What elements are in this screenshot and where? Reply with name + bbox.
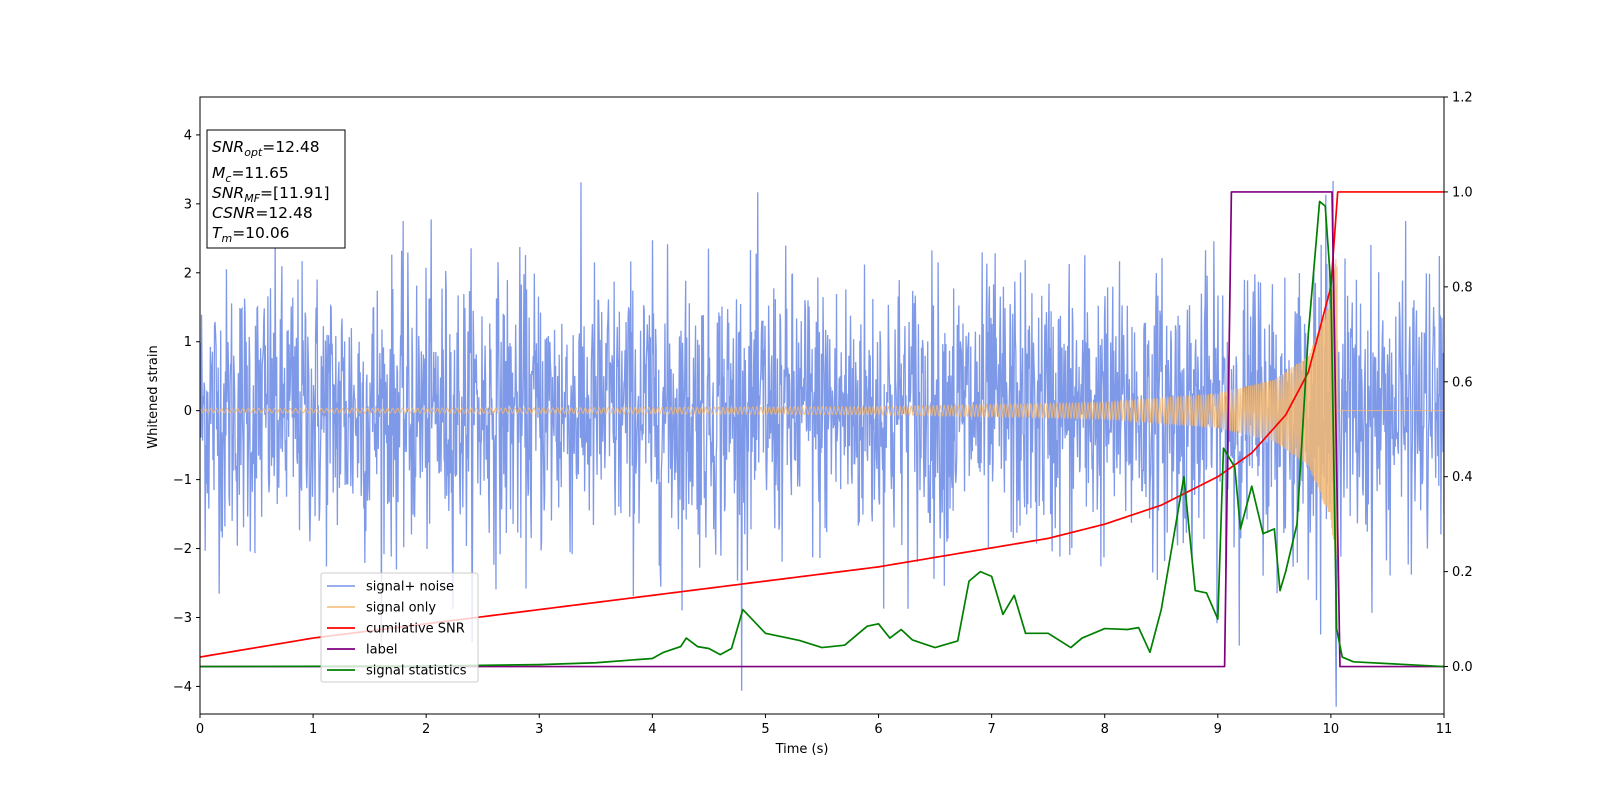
x-tick-label: 6 (874, 722, 882, 737)
y-tick-label: −2 (173, 542, 192, 557)
y2-tick-label: 0.8 (1452, 280, 1473, 295)
y-tick-label: 3 (184, 197, 192, 212)
y-axis-label: Whitened strain (146, 345, 161, 448)
y2-tick-label: 1.0 (1452, 185, 1473, 200)
y2-tick-label: 0.6 (1452, 375, 1473, 390)
x-tick-label: 2 (422, 722, 430, 737)
plot-frame (199, 96, 1445, 715)
annotation-snr-mf: SNRMF=[11.91] (212, 184, 330, 205)
y2-tick-label: 0.2 (1452, 565, 1473, 580)
annotation-snr-opt: SNRopt=12.48 (212, 138, 320, 159)
plot-area (200, 181, 1444, 707)
legend-label: label (366, 643, 397, 658)
series-line-signal-noise (200, 181, 1444, 707)
y-tick-label: −4 (173, 680, 192, 695)
legend-label: signal statistics (366, 664, 467, 679)
annotation-csnr: CSNR=12.48 (212, 204, 313, 222)
series-line-signal-only (200, 258, 1444, 560)
x-tick-label: 5 (761, 722, 769, 737)
x-tick-label: 3 (535, 722, 543, 737)
legend-entry-signal-only: signal only (327, 601, 436, 616)
x-tick-label: 10 (1323, 722, 1340, 737)
series-line-cumulative-snr (200, 191, 1444, 658)
x-axis-label: Time (s) (775, 742, 829, 757)
y2-tick-label: 1.2 (1452, 91, 1473, 106)
legend-label: signal+ noise (366, 580, 454, 595)
series-line-label (200, 191, 1444, 668)
x-tick-label: 0 (196, 722, 204, 737)
y-tick-label: −3 (173, 611, 192, 626)
x-tick-label: 8 (1101, 722, 1109, 737)
annotation-frame (206, 129, 346, 249)
legend-entry-label: label (327, 643, 397, 658)
legend-entry-cumulative-snr: cumilative SNR (327, 622, 465, 637)
annotation-mc: Mc=11.65 (212, 164, 289, 185)
y-tick-label: 4 (184, 128, 192, 143)
y-tick-label: 0 (184, 404, 192, 419)
stats-annotation: SNRopt=12.48 Mc=11.65 SNRMF=[11.91] CSNR… (206, 129, 346, 249)
x-tick-label: 9 (1214, 722, 1222, 737)
legend-entry-signal-statistics: signal statistics (327, 664, 467, 679)
x-tick-label: 1 (309, 722, 317, 737)
legend-label: cumilative SNR (366, 622, 465, 637)
axes: 0 1 2 3 4 5 6 7 8 9 10 11 −4 −3 −2 −1 0 1 2 3 4 0.0 0.2 0.4 0.6 0… (173, 91, 1473, 738)
x-tick-label: 4 (648, 722, 656, 737)
legend-entry-signal-noise: signal+ noise (327, 580, 454, 595)
y2-tick-label: 0.4 (1452, 470, 1473, 485)
y-tick-label: −1 (173, 473, 192, 488)
y2-tick-label: 0.0 (1452, 660, 1473, 675)
legend: signal+ noise signal only cumilative SNR la… (320, 572, 479, 683)
annotation-tm: Tm=10.06 (212, 224, 290, 245)
x-tick-label: 7 (987, 722, 995, 737)
y-tick-label: 1 (184, 335, 192, 350)
x-tick-label: 11 (1436, 722, 1453, 737)
legend-frame (320, 572, 479, 683)
series-line-signal-statistics (200, 200, 1444, 668)
y-tick-label: 2 (184, 266, 192, 281)
legend-label: signal only (366, 601, 436, 616)
